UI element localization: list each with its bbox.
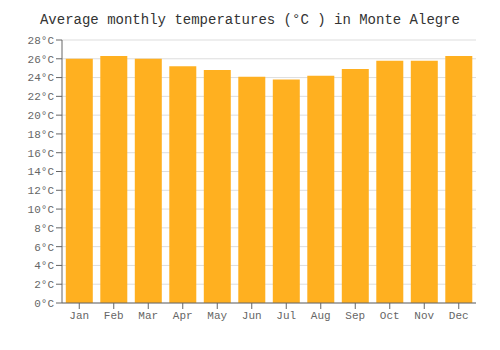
svg-text:Apr: Apr	[173, 310, 193, 322]
html-text:Average monthly temperatures (: Average monthly temperatures (°C ) in Mo…	[40, 12, 460, 28]
svg-text:28°C: 28°C	[28, 35, 55, 47]
svg-text:12°C: 12°C	[28, 185, 55, 197]
svg-text:18°C: 18°C	[28, 129, 55, 141]
svg-text:10°C: 10°C	[28, 204, 55, 216]
svg-text:May: May	[207, 310, 227, 322]
svg-text:4°C: 4°C	[34, 260, 54, 272]
svg-text:2°C: 2°C	[34, 279, 54, 291]
svg-text:Jan: Jan	[69, 310, 89, 322]
svg-text:Jul: Jul	[276, 310, 296, 322]
svg-text:Jun: Jun	[242, 310, 262, 322]
svg-text:26°C: 26°C	[28, 54, 55, 66]
svg-text:Sep: Sep	[345, 310, 365, 322]
svg-text:8°C: 8°C	[34, 223, 54, 235]
svg-text:22°C: 22°C	[28, 91, 55, 103]
svg-text:Dec: Dec	[449, 310, 469, 322]
svg-text:20°C: 20°C	[28, 110, 55, 122]
svg-text:14°C: 14°C	[28, 166, 55, 178]
svg-text:16°C: 16°C	[28, 148, 55, 160]
svg-text:6°C: 6°C	[34, 242, 54, 254]
svg-text:Mar: Mar	[138, 310, 158, 322]
svg-text:0°C: 0°C	[34, 298, 54, 310]
svg-text:Nov: Nov	[414, 310, 434, 322]
svg-text:24°C: 24°C	[28, 72, 55, 84]
svg-text:Feb: Feb	[104, 310, 124, 322]
svg-text:Aug: Aug	[311, 310, 331, 322]
svg-text:Oct: Oct	[380, 310, 400, 322]
